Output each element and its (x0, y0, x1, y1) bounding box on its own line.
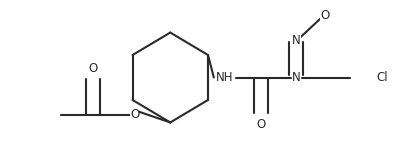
Text: N: N (292, 34, 301, 47)
Text: O: O (130, 108, 139, 121)
Text: O: O (88, 62, 98, 75)
Text: N: N (292, 71, 301, 84)
Text: O: O (320, 9, 329, 22)
Text: Cl: Cl (376, 71, 388, 84)
Text: O: O (257, 117, 266, 131)
Text: NH: NH (216, 71, 234, 84)
